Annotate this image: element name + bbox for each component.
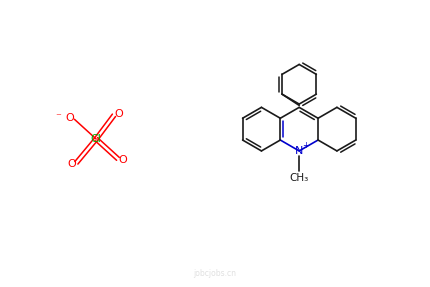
Text: CH₃: CH₃: [289, 173, 308, 183]
Text: +: +: [301, 141, 308, 150]
Text: jobcjobs.cn: jobcjobs.cn: [193, 269, 236, 278]
Text: O: O: [118, 155, 127, 165]
Text: N: N: [294, 146, 303, 156]
Text: O: O: [67, 159, 76, 169]
Text: ⁻: ⁻: [55, 112, 61, 122]
Text: O: O: [65, 113, 74, 123]
Text: Cl: Cl: [91, 134, 101, 144]
Text: O: O: [114, 109, 123, 119]
